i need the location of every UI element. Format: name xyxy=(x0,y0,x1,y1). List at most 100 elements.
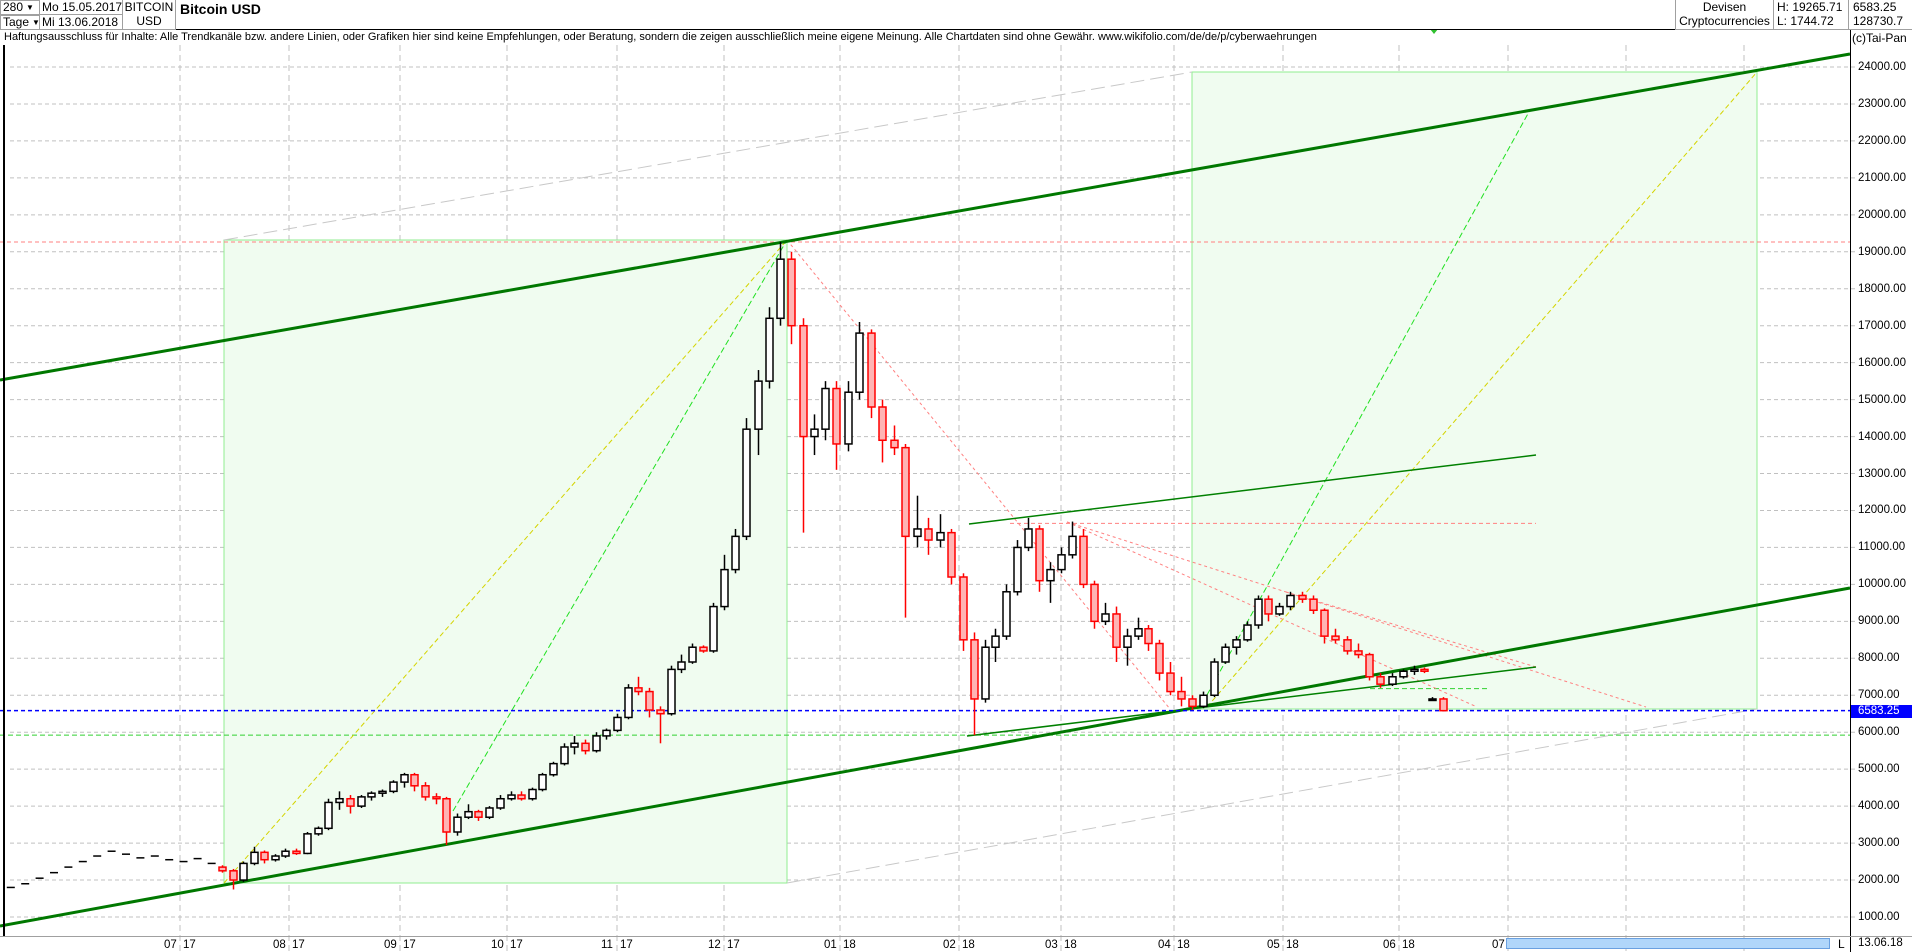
date-to[interactable]: Mi 13.06.2018 xyxy=(40,15,123,30)
candle-body xyxy=(1068,535,1077,556)
candle-body xyxy=(924,528,933,541)
high-low-cell: H: 19265.71 L: 1744.72 xyxy=(1774,0,1849,30)
x-tick-year: 18 xyxy=(1064,939,1077,951)
candle-body xyxy=(592,735,601,752)
candle xyxy=(538,772,547,792)
gray-dashed-lower xyxy=(786,708,1758,884)
time-scrollbar[interactable] xyxy=(1506,938,1830,949)
period-unit-select[interactable]: Tage ▼ xyxy=(0,15,40,30)
analysis-box-2 xyxy=(1191,71,1758,710)
candle xyxy=(453,813,462,836)
x-tick-month: 03 xyxy=(1045,939,1058,951)
candle-body xyxy=(810,428,819,438)
x-tick-year: 17 xyxy=(727,939,740,951)
y-tick-label: 2000.00 xyxy=(1858,874,1900,887)
trend-channel-upper xyxy=(0,52,1851,382)
candle xyxy=(645,687,654,718)
analysis-boxes xyxy=(223,71,1758,884)
candle-body xyxy=(970,639,979,700)
candle-body xyxy=(1144,627,1153,645)
candle-body xyxy=(1090,583,1099,623)
period-count-select[interactable]: 280 ▼ xyxy=(0,0,40,15)
candle-body xyxy=(1134,627,1143,637)
candle xyxy=(389,780,398,794)
trend-lines xyxy=(0,52,1851,928)
candle xyxy=(855,322,864,400)
x-tick-month: 09 xyxy=(384,939,397,951)
period-count-value: 280 xyxy=(3,0,24,14)
candle xyxy=(1298,591,1307,603)
candle-body xyxy=(677,661,686,671)
candle-body xyxy=(538,773,547,791)
candle-body xyxy=(787,258,796,327)
candle-body xyxy=(560,746,569,765)
candle-body xyxy=(1155,642,1164,674)
trend-channel-lower xyxy=(0,586,1851,928)
candle-body xyxy=(581,742,590,752)
category-sub: Cryptocurrencies xyxy=(1679,14,1770,28)
candle-body xyxy=(699,646,708,652)
candle-body xyxy=(1331,635,1340,641)
low-value: L: 1744.72 xyxy=(1777,14,1834,28)
candle-body xyxy=(410,773,419,787)
candle xyxy=(832,381,841,470)
candle xyxy=(1144,625,1153,651)
candle xyxy=(947,528,956,585)
y-tick-label: 14000.00 xyxy=(1858,430,1906,443)
candle-body xyxy=(485,807,494,818)
candle xyxy=(754,370,763,456)
candle xyxy=(528,787,537,801)
candle xyxy=(1243,621,1252,642)
date-from[interactable]: Mo 15.05.2017 xyxy=(40,0,123,15)
candle xyxy=(1221,643,1230,664)
candle xyxy=(1188,695,1197,711)
x-tick-month: 01 xyxy=(824,939,837,951)
candle-body xyxy=(1013,546,1022,593)
scroll-marker[interactable]: L xyxy=(1838,937,1845,951)
candle xyxy=(613,713,622,733)
gray-dashed-upper xyxy=(223,71,1193,241)
candle xyxy=(570,735,579,755)
candle-body xyxy=(867,332,876,408)
candle xyxy=(1264,595,1273,622)
candle xyxy=(442,796,451,845)
y-tick-label: 23000.00 xyxy=(1858,97,1906,110)
candle-body xyxy=(878,406,887,442)
symbol-cell: BITCOIN USD xyxy=(123,0,176,30)
y-tick-label: 11000.00 xyxy=(1858,541,1906,554)
candle-body xyxy=(1354,650,1363,656)
candle-body xyxy=(645,690,654,711)
green-fan-line-2 xyxy=(1206,109,1531,696)
yellow-fan-line-1 xyxy=(223,239,788,884)
candle xyxy=(432,793,441,805)
candle-body xyxy=(239,862,248,881)
candle-body xyxy=(959,576,968,641)
red-dotted-line-2 xyxy=(1066,521,1647,708)
candle xyxy=(810,414,819,456)
candle xyxy=(292,848,301,855)
y-tick-label: 16000.00 xyxy=(1858,356,1906,369)
x-tick-month: 08 xyxy=(273,939,286,951)
candle-body xyxy=(1177,690,1186,700)
candle xyxy=(239,861,248,882)
candle-body xyxy=(507,794,516,800)
candle xyxy=(1388,673,1397,687)
candle-body xyxy=(229,870,238,881)
candle-body xyxy=(731,535,740,571)
candle xyxy=(1112,606,1121,662)
candle xyxy=(357,795,366,808)
candles xyxy=(6,241,1448,890)
candle xyxy=(1046,562,1055,603)
trend-line-thin-upper xyxy=(968,454,1537,525)
candle-body xyxy=(1254,598,1263,626)
y-tick-label: 13000.00 xyxy=(1858,467,1906,480)
candle xyxy=(731,528,740,574)
candle xyxy=(229,868,238,890)
y-tick-label: 6000.00 xyxy=(1858,726,1900,739)
candle-body xyxy=(1264,598,1273,615)
candle xyxy=(867,329,876,419)
candle-body xyxy=(1112,613,1121,648)
candle xyxy=(1166,662,1175,696)
time-axis: 07 17 08 17 09 17 10 17 11 17 12 17 01 18 02 18 03 18 04 18… xyxy=(0,936,1912,952)
